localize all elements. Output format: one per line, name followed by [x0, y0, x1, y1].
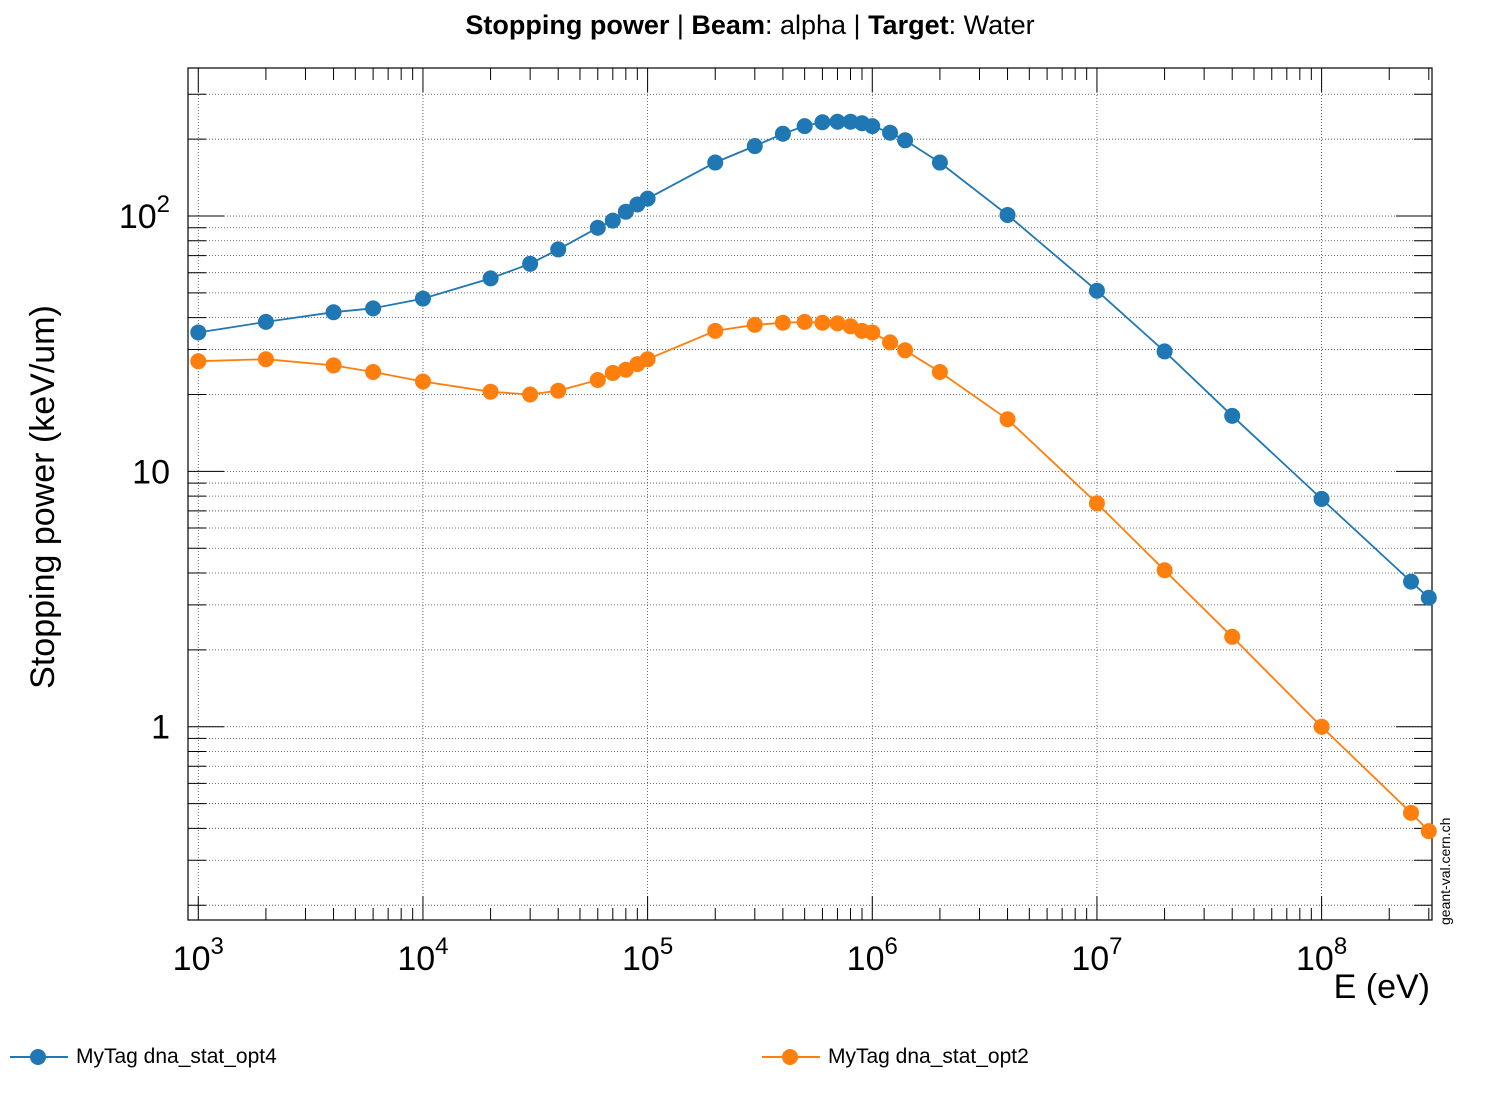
series-1-point	[774, 314, 791, 331]
series-0-point	[1156, 343, 1173, 360]
series-line-0	[198, 120, 1430, 599]
x-tick-label: 106	[847, 933, 898, 978]
legend-entry-opt4: MyTag dna_stat_opt4	[10, 1042, 277, 1072]
series-1-point	[325, 357, 342, 374]
series-1-point	[999, 411, 1016, 428]
plot-frame	[187, 67, 1433, 921]
x-tick-label: 105	[622, 933, 673, 978]
chart-title: Stopping power | Beam: alpha | Target: W…	[465, 10, 1035, 40]
legend-marker-opt4	[10, 1049, 68, 1065]
y-axis-label: Stopping power (keV/um)	[24, 305, 62, 689]
series-0-point	[829, 113, 846, 130]
series-1-point	[1088, 495, 1105, 512]
series-1-point	[482, 383, 499, 400]
series-0-point	[999, 206, 1016, 223]
series-0-point	[550, 241, 567, 258]
series-1-point	[707, 322, 724, 339]
series-line-1	[198, 320, 1430, 832]
series-group	[190, 113, 1437, 840]
series-0-point	[746, 138, 763, 155]
x-tick-label: 103	[173, 933, 224, 978]
series-1-point	[897, 342, 914, 359]
y-tick-label: 1	[151, 709, 170, 747]
series-0-point	[931, 154, 948, 171]
series-1-point	[829, 315, 846, 332]
series-0-point	[1313, 490, 1330, 507]
series-0-point	[604, 212, 621, 229]
series-1-point	[257, 351, 274, 368]
series-1-point	[190, 353, 207, 370]
series-1-point	[550, 382, 567, 399]
series-0-point	[707, 154, 724, 171]
series-1-point	[931, 364, 948, 381]
series-1-point	[1313, 718, 1330, 735]
series-1-point	[365, 364, 382, 381]
series-0-point	[774, 125, 791, 142]
series-0-point	[414, 290, 431, 307]
series-0-point	[257, 313, 274, 330]
series-0-point	[1088, 282, 1105, 299]
series-0-point	[365, 300, 382, 317]
series-0-point	[589, 219, 606, 236]
legend-marker-opt2	[762, 1049, 820, 1065]
x-axis-label: E (eV)	[1334, 968, 1430, 1006]
series-0-point	[325, 304, 342, 321]
watermark-text: geant-val.cern.ch	[1437, 817, 1453, 925]
series-1-point	[746, 316, 763, 333]
series-0-point	[882, 124, 899, 141]
series-1-point	[796, 313, 813, 330]
legend-label-opt2: MyTag dna_stat_opt2	[828, 1045, 1029, 1068]
series-0-point	[796, 118, 813, 135]
series-1-point	[1420, 823, 1437, 840]
series-0-point	[482, 270, 499, 287]
series-1-point	[882, 334, 899, 351]
series-1-point	[1224, 628, 1241, 645]
series-0-point	[897, 132, 914, 149]
series-1-point	[522, 386, 539, 403]
x-tick-label: 107	[1071, 933, 1122, 978]
series-0-point	[1420, 589, 1437, 606]
series-0-point	[1224, 407, 1241, 424]
grid-lines	[188, 68, 1432, 920]
legend-entry-opt2: MyTag dna_stat_opt2	[762, 1042, 1029, 1072]
x-tick-label: 104	[397, 933, 448, 978]
series-0-point	[814, 114, 831, 131]
y-tick-label: 102	[119, 191, 170, 236]
series-1-point	[1156, 562, 1173, 579]
y-tick-label: 10	[132, 453, 170, 491]
series-0-point	[864, 118, 881, 135]
series-1-point	[414, 373, 431, 390]
series-1-point	[604, 364, 621, 381]
series-0-point	[639, 190, 656, 207]
series-0-point	[522, 255, 539, 272]
series-0-point	[190, 324, 207, 341]
axis-ticks: 103 104 105 106 107 108 1 10 102	[119, 68, 1432, 978]
series-1-point	[1403, 804, 1420, 821]
series-1-point	[864, 324, 881, 341]
series-0-point	[1403, 573, 1420, 590]
series-1-point	[639, 351, 656, 368]
x-tick-label: 108	[1296, 933, 1347, 978]
series-1-point	[814, 314, 831, 331]
series-1-point	[589, 371, 606, 388]
legend-label-opt4: MyTag dna_stat_opt4	[76, 1045, 277, 1068]
series-0-point	[617, 203, 634, 220]
